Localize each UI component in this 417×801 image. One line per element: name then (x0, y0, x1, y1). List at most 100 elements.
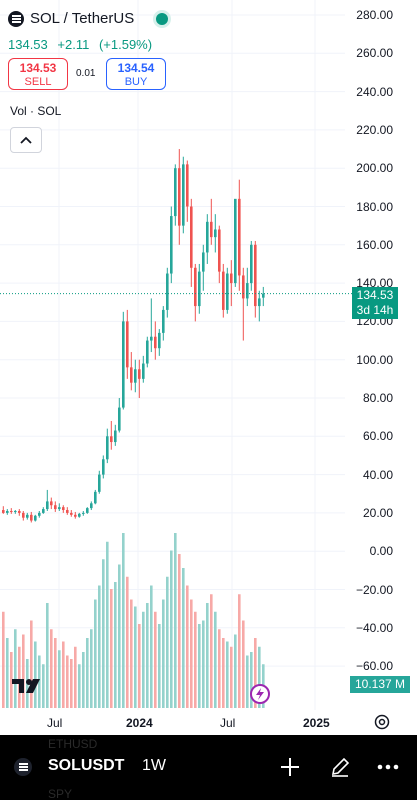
candle-body (122, 321, 125, 408)
candle-body (54, 505, 57, 510)
price-axis-tick: 80.00 (362, 391, 393, 405)
price-change-pct: (+1.59%) (98, 37, 153, 52)
candle-body (106, 436, 109, 460)
candle-body (90, 503, 93, 509)
price-axis-tick: 260.00 (356, 46, 393, 61)
lightning-icon[interactable] (250, 684, 270, 704)
volume-bar (242, 620, 245, 708)
candle-body (174, 168, 177, 217)
volume-value-label: 10.137 M (350, 676, 410, 693)
volume-bar (142, 611, 145, 708)
candle-body (210, 221, 213, 238)
symbol-selector[interactable]: SOLUSDT (48, 757, 125, 774)
candle-body (126, 321, 129, 368)
candle-body (10, 510, 13, 512)
price-axis-tick: 240.00 (356, 84, 393, 99)
candle-body (30, 514, 33, 521)
volume-bar (182, 568, 185, 708)
volume-bar (150, 585, 153, 708)
volume-bar (162, 599, 165, 708)
volume-bar (58, 650, 61, 708)
volume-bar (62, 641, 65, 708)
candle-body (230, 273, 233, 284)
crypto-logo-icon (8, 10, 24, 27)
candle-body (2, 510, 5, 513)
sell-label: SELL (24, 76, 52, 88)
candle-body (218, 229, 221, 272)
symbol-logo-icon (14, 758, 32, 776)
candle-body (86, 508, 89, 513)
candle-body (42, 509, 45, 513)
price-chart[interactable] (0, 0, 417, 735)
volume-bar (70, 659, 73, 708)
volume-bar (194, 611, 197, 708)
candle-body (186, 164, 189, 207)
candle-body (138, 369, 141, 379)
volume-bar (222, 638, 225, 708)
volume-bar (198, 624, 201, 708)
candle-body (6, 510, 9, 513)
candle-body (130, 367, 133, 383)
candle-body (194, 267, 197, 307)
more-icon[interactable] (375, 754, 401, 780)
candle-body (214, 229, 217, 238)
tradingview-logo-icon[interactable] (12, 677, 44, 700)
candle-body (262, 293, 265, 298)
volume-bar (30, 620, 33, 708)
chart-area[interactable]: SOL / TetherUS 134.53 +2.11 (+1.59%) 134… (0, 0, 417, 735)
volume-bar (102, 559, 105, 708)
buy-button[interactable]: 134.54 BUY (106, 58, 166, 90)
candle-body (206, 221, 209, 253)
price-axis-tick: 40.00 (362, 467, 393, 482)
price-change: +2.11 (57, 37, 90, 52)
candle-body (242, 275, 245, 299)
volume-bar (210, 594, 213, 708)
bottom-toolbar (0, 735, 417, 800)
candle-body (70, 512, 73, 515)
volume-bar (238, 594, 241, 708)
volume-bar (190, 599, 193, 708)
candle-body (222, 271, 225, 310)
price-axis-tick: 280.00 (356, 8, 393, 22)
market-open-dot (156, 12, 169, 25)
current-price-value: 134.53 (356, 288, 394, 302)
candle-body (38, 512, 41, 516)
ghost-symbol-below: SPY (48, 787, 73, 801)
candle-body (202, 252, 205, 272)
candle-body (142, 363, 145, 379)
candle-body (34, 515, 37, 521)
candle-body (154, 336, 157, 349)
volume-legend[interactable]: Vol · SOL (10, 104, 62, 118)
chevron-up-icon (20, 136, 32, 144)
symbol-title[interactable]: SOL / TetherUS (30, 10, 135, 27)
volume-bar (126, 576, 129, 708)
sell-button[interactable]: 134.53 SELL (8, 58, 68, 90)
pencil-icon[interactable] (327, 754, 353, 780)
volume-bar (66, 655, 69, 708)
volume-bar (166, 576, 169, 708)
bar-countdown: 3d 14h (356, 303, 394, 317)
volume-bar (158, 624, 161, 708)
volume-bar (50, 629, 53, 708)
collapse-legend-button[interactable] (10, 127, 42, 153)
candle-body (74, 514, 77, 517)
price-axis-tick: 180.00 (356, 199, 393, 214)
interval-selector[interactable]: 1W (142, 757, 166, 774)
candle-body (62, 507, 65, 511)
price-axis-tick: 220.00 (356, 122, 393, 137)
settings-icon[interactable] (373, 713, 391, 736)
buy-label: BUY (124, 76, 148, 88)
price-axis-tick: 140.00 (356, 276, 393, 291)
symbol-header[interactable]: SOL / TetherUS (8, 10, 169, 27)
volume-bar (74, 646, 77, 708)
volume-bar (122, 533, 125, 708)
candle-body (198, 271, 201, 307)
spread-value: 0.01 (76, 68, 96, 79)
volume-bar (170, 550, 173, 708)
plus-icon[interactable] (277, 754, 303, 780)
volume-bar (2, 611, 5, 708)
volume-bar (106, 541, 109, 708)
candle-body (26, 514, 29, 518)
candle-body (66, 510, 69, 513)
volume-bar (202, 620, 205, 708)
